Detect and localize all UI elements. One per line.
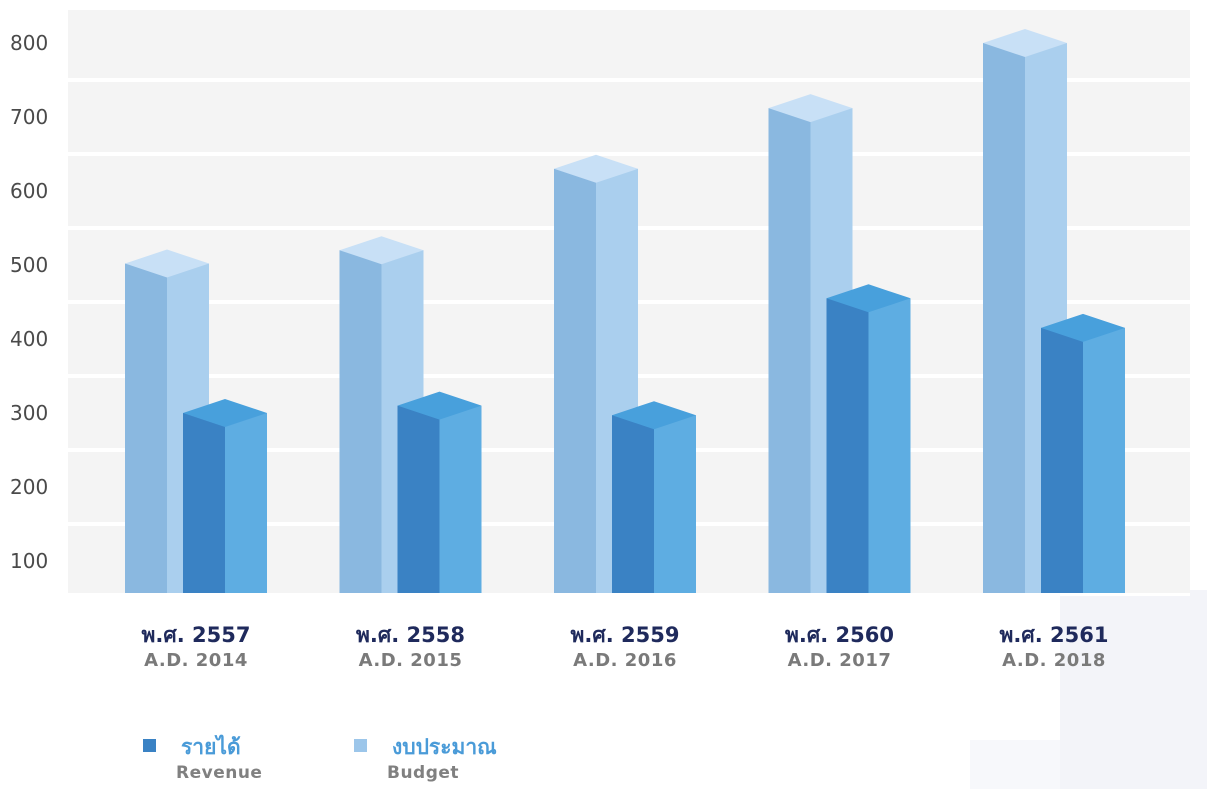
y-tick-label: 600 [10, 179, 48, 203]
bar-revenue [397, 391, 482, 420]
x-tick-label-thai: พ.ศ. 2557 [141, 623, 251, 647]
x-tick-label: พ.ศ. 2561 A.D. 2018 [954, 622, 1154, 674]
y-tick-label: 300 [10, 401, 48, 425]
bar-revenue [183, 413, 225, 593]
bar-budget [339, 250, 382, 593]
bar-revenue [654, 415, 696, 593]
bar-budget [983, 43, 1025, 593]
bar-budget [983, 29, 1067, 57]
legend-sublabel-budget: Budget [387, 763, 460, 783]
bar-revenue [826, 298, 869, 593]
bar-revenue [1041, 327, 1083, 593]
legend-label-budget: งบประมาณ [392, 735, 497, 759]
y-tick-label: 500 [10, 253, 48, 277]
grid-line [68, 152, 1190, 156]
legend-swatch-revenue [143, 739, 156, 752]
bar-revenue [612, 401, 696, 430]
x-tick-label: พ.ศ. 2559 A.D. 2016 [525, 622, 725, 674]
bar-budget [125, 249, 209, 278]
x-tick-label-thai: พ.ศ. 2561 [999, 623, 1109, 647]
bar-budget [339, 236, 424, 265]
x-tick-label-ad: A.D. 2015 [358, 650, 463, 671]
background-decoration [1060, 590, 1207, 789]
bar-revenue [1083, 327, 1125, 593]
bar-budget [125, 263, 167, 593]
bar-revenue [612, 415, 654, 593]
legend-swatch-budget [354, 739, 367, 752]
bar-budget [768, 108, 811, 594]
x-tick-label-thai: พ.ศ. 2559 [570, 623, 680, 647]
x-tick-label-thai: พ.ศ. 2560 [785, 623, 894, 647]
y-tick-label: 200 [10, 475, 48, 499]
bar-budget [768, 94, 853, 123]
x-tick-label: พ.ศ. 2560 A.D. 2017 [740, 622, 940, 674]
y-tick-label: 100 [10, 549, 48, 573]
bar-budget [554, 168, 596, 594]
grid-line [68, 78, 1190, 82]
legend-label-revenue: รายได้ [181, 735, 241, 759]
x-axis-line [68, 593, 1190, 596]
x-tick-label-ad: A.D. 2014 [144, 650, 248, 671]
bar-revenue [826, 284, 911, 313]
bar-revenue [183, 399, 267, 427]
x-tick-label-ad: A.D. 2018 [1002, 650, 1106, 671]
bar-revenue [397, 405, 440, 593]
x-tick-label-ad: A.D. 2017 [787, 650, 892, 671]
background-decoration [970, 740, 1060, 789]
bar-revenue [225, 413, 267, 593]
bar-budget [554, 154, 638, 183]
y-tick-label: 800 [10, 31, 48, 55]
legend-sublabel-revenue: Revenue [176, 763, 263, 783]
x-tick-label-ad: A.D. 2016 [573, 650, 677, 671]
bar-revenue [868, 298, 911, 593]
x-tick-label: พ.ศ. 2557 A.D. 2014 [96, 622, 296, 674]
bar-revenue [439, 405, 482, 593]
y-tick-label: 400 [10, 327, 48, 351]
x-tick-label-thai: พ.ศ. 2558 [356, 623, 465, 647]
x-tick-label: พ.ศ. 2558 A.D. 2015 [311, 622, 511, 674]
y-tick-label: 700 [10, 105, 48, 129]
bar-revenue [1041, 313, 1125, 342]
